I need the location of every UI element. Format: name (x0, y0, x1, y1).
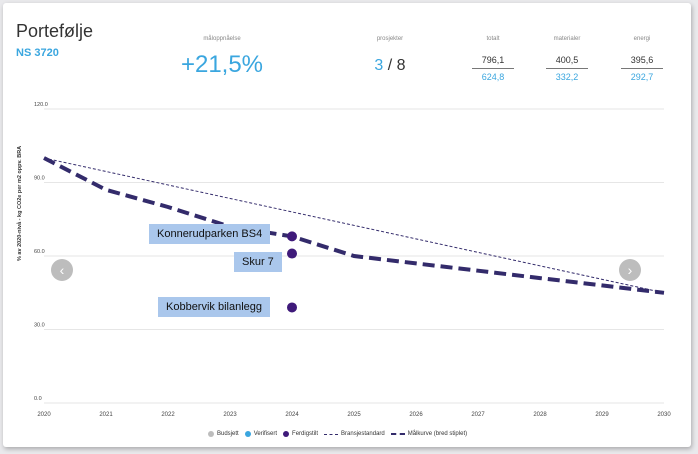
y-tick-label: 60.0 (34, 249, 45, 255)
project-point (287, 231, 297, 242)
project-point (287, 302, 297, 313)
chevron-right-icon[interactable]: › (619, 259, 641, 281)
legend-verified-label: Verifisert (253, 431, 278, 437)
grey-dot-icon (208, 431, 214, 437)
legend-target-curve[interactable]: Målkurve (bred stiplet) (390, 431, 468, 437)
thick-dash-icon (390, 433, 405, 435)
y-tick-label: 120.0 (34, 102, 48, 108)
metric-materials-bottom: 332,2 (555, 72, 579, 82)
projects-current: 3 (374, 57, 384, 74)
portfolio-card: Portefølje NS 3720 måloppnåelse +21,5% p… (3, 3, 691, 447)
callout-kobbervik: Kobbervik bilanlegg (158, 297, 271, 317)
metric-total: 796,1 624,8 (472, 55, 514, 82)
project-point (287, 248, 297, 259)
metric-total-label: totalt (486, 36, 500, 42)
x-tick-label: 2025 (347, 412, 361, 418)
legend-industry-standard[interactable]: Bransjestandard (324, 431, 385, 437)
metric-total-top: 796,1 (472, 55, 514, 69)
callout-konnerudparken: Konnerudparken BS4 (149, 224, 271, 244)
metric-materials-label: materialer (553, 36, 581, 42)
legend-verified[interactable]: Verifisert (244, 431, 278, 437)
metric-total-bottom: 624,8 (481, 72, 505, 82)
legend-budget-label: Budsjett (217, 431, 239, 437)
target-label: måloppnåelse (203, 36, 241, 42)
legend-completed-label: Ferdigstilt (292, 431, 319, 437)
callout-skur-7: Skur 7 (234, 252, 282, 272)
purple-dot-icon (283, 431, 290, 437)
projects-total: 8 (396, 57, 406, 74)
metric-energy-label: energi (633, 36, 651, 42)
legend-completed[interactable]: Ferdigstilt (283, 431, 318, 437)
x-tick-label: 2022 (161, 412, 175, 418)
thin-dash-icon (324, 433, 339, 435)
legend-industry-standard-label: Bransjestandard (341, 431, 385, 437)
standard-label: NS 3720 (16, 47, 59, 59)
x-tick-label: 2024 (285, 412, 299, 418)
legend-budget[interactable]: Budsjett (208, 431, 239, 437)
target-curve-line (43, 156, 665, 295)
x-tick-label: 2027 (471, 412, 485, 418)
projects-count: 3 / 8 (361, 57, 419, 75)
metric-materials-top: 400,5 (546, 55, 588, 69)
metric-energy: 395,6 292,7 (621, 55, 663, 82)
industry-standard-line (43, 157, 665, 294)
blue-dot-icon (244, 431, 251, 437)
y-tick-label: 30.0 (34, 323, 45, 329)
x-tick-label: 2026 (409, 412, 423, 418)
x-tick-label: 2028 (533, 412, 547, 418)
page-title: Portefølje (16, 21, 94, 41)
chevron-left-icon[interactable]: ‹ (51, 259, 73, 281)
legend-target-curve-label: Målkurve (bred stiplet) (407, 431, 468, 437)
y-tick-label: 0.0 (34, 396, 42, 402)
metric-energy-top: 395,6 (621, 55, 663, 69)
x-tick-label: 2030 (657, 412, 671, 418)
emissions-chart: 0.0 30.0 60.0 90.0 120.0 2020 2021 2022 2023 2024… (34, 102, 671, 418)
y-axis-title: % av 2020-nivå - kg CO2e per m2 oppv. BR… (17, 145, 23, 261)
target-value: +21,5% (180, 51, 264, 78)
metric-materials: 400,5 332,2 (546, 55, 588, 82)
projects-label: prosjekter (376, 36, 404, 42)
x-tick-label: 2023 (223, 412, 237, 418)
projects-separator: / (387, 57, 393, 74)
chart-legend: Budsjett Verifisert Ferdigstilt Bransjes… (208, 431, 467, 437)
x-tick-label: 2021 (99, 412, 113, 418)
x-tick-label: 2020 (37, 412, 51, 418)
y-tick-label: 90.0 (34, 176, 45, 182)
metric-energy-bottom: 292,7 (630, 72, 654, 82)
x-tick-label: 2029 (595, 412, 609, 418)
